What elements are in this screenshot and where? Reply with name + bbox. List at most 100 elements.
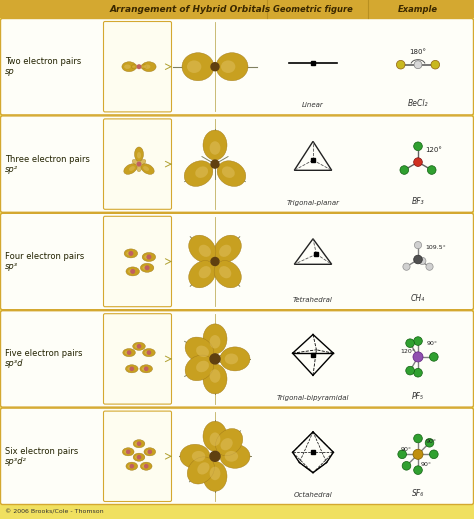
Ellipse shape <box>220 347 250 371</box>
Ellipse shape <box>220 444 250 468</box>
Circle shape <box>402 461 411 470</box>
FancyBboxPatch shape <box>0 311 474 407</box>
Circle shape <box>210 354 220 364</box>
Ellipse shape <box>137 166 141 172</box>
Ellipse shape <box>141 66 144 67</box>
Ellipse shape <box>135 345 140 348</box>
FancyBboxPatch shape <box>103 313 172 404</box>
Ellipse shape <box>142 367 147 371</box>
Text: Four electron pairs: Four electron pairs <box>5 252 84 261</box>
Circle shape <box>148 450 151 454</box>
Ellipse shape <box>185 337 214 363</box>
Ellipse shape <box>129 166 135 171</box>
Text: sp³d: sp³d <box>5 359 24 368</box>
Ellipse shape <box>128 465 133 468</box>
Circle shape <box>406 339 414 348</box>
Ellipse shape <box>203 364 227 394</box>
Ellipse shape <box>221 60 236 73</box>
Ellipse shape <box>124 249 137 258</box>
FancyBboxPatch shape <box>103 21 172 112</box>
Circle shape <box>414 158 422 167</box>
Text: 90°: 90° <box>427 342 438 346</box>
Text: 120°: 120° <box>425 147 442 153</box>
Ellipse shape <box>133 342 146 350</box>
Ellipse shape <box>210 335 220 349</box>
Ellipse shape <box>142 253 155 262</box>
Ellipse shape <box>122 448 134 456</box>
Text: sp³d²: sp³d² <box>5 457 27 466</box>
Circle shape <box>431 60 439 69</box>
Ellipse shape <box>189 235 216 263</box>
Circle shape <box>414 434 422 443</box>
Text: Example: Example <box>398 5 438 13</box>
Ellipse shape <box>135 442 140 445</box>
Ellipse shape <box>137 152 141 158</box>
Ellipse shape <box>217 161 246 186</box>
Circle shape <box>414 241 421 249</box>
Text: 109.5°: 109.5° <box>425 245 446 251</box>
Ellipse shape <box>187 457 214 484</box>
Circle shape <box>414 255 422 264</box>
Circle shape <box>145 465 148 468</box>
Circle shape <box>396 60 405 69</box>
Ellipse shape <box>135 455 140 459</box>
Ellipse shape <box>187 60 201 73</box>
Circle shape <box>428 166 436 174</box>
Text: PF₅: PF₅ <box>412 392 424 401</box>
Ellipse shape <box>142 62 156 72</box>
Ellipse shape <box>210 467 220 480</box>
Ellipse shape <box>142 160 145 163</box>
Ellipse shape <box>210 432 220 446</box>
Ellipse shape <box>133 160 136 163</box>
Ellipse shape <box>220 438 233 450</box>
Ellipse shape <box>135 147 144 161</box>
Ellipse shape <box>122 62 137 72</box>
Text: SF₆: SF₆ <box>412 489 424 498</box>
FancyBboxPatch shape <box>0 19 474 115</box>
Ellipse shape <box>184 161 213 186</box>
Ellipse shape <box>126 365 138 373</box>
Text: Two electron pairs: Two electron pairs <box>5 57 81 66</box>
Ellipse shape <box>125 351 130 354</box>
Ellipse shape <box>203 461 227 491</box>
Ellipse shape <box>225 353 238 364</box>
Ellipse shape <box>225 451 238 462</box>
Text: 120°: 120° <box>401 349 416 353</box>
Circle shape <box>414 368 422 377</box>
Ellipse shape <box>126 462 137 470</box>
Ellipse shape <box>216 429 243 456</box>
Circle shape <box>413 449 423 459</box>
Ellipse shape <box>140 159 146 165</box>
FancyBboxPatch shape <box>0 408 474 504</box>
Circle shape <box>429 352 438 361</box>
Ellipse shape <box>143 166 149 171</box>
Ellipse shape <box>142 465 147 468</box>
Ellipse shape <box>140 64 146 69</box>
Circle shape <box>406 366 414 375</box>
Text: Tetrahedral: Tetrahedral <box>293 297 333 303</box>
FancyBboxPatch shape <box>0 116 474 212</box>
Text: Trigonal-planar: Trigonal-planar <box>286 200 339 206</box>
Ellipse shape <box>123 349 136 357</box>
Ellipse shape <box>141 164 154 174</box>
Text: 90°: 90° <box>425 439 436 444</box>
Ellipse shape <box>214 235 241 263</box>
Ellipse shape <box>124 64 131 69</box>
Circle shape <box>129 252 133 255</box>
Ellipse shape <box>146 450 151 454</box>
Ellipse shape <box>144 448 155 456</box>
Text: sp²: sp² <box>5 165 18 173</box>
Circle shape <box>400 166 409 174</box>
Ellipse shape <box>140 462 152 470</box>
Circle shape <box>413 352 423 362</box>
FancyBboxPatch shape <box>0 213 474 310</box>
Text: BF₃: BF₃ <box>412 197 424 206</box>
Circle shape <box>137 456 141 459</box>
Circle shape <box>403 263 410 270</box>
Circle shape <box>146 266 149 269</box>
Text: 180°: 180° <box>410 49 427 54</box>
Ellipse shape <box>144 64 150 69</box>
Circle shape <box>211 63 219 71</box>
Ellipse shape <box>216 53 248 80</box>
Ellipse shape <box>203 324 227 354</box>
